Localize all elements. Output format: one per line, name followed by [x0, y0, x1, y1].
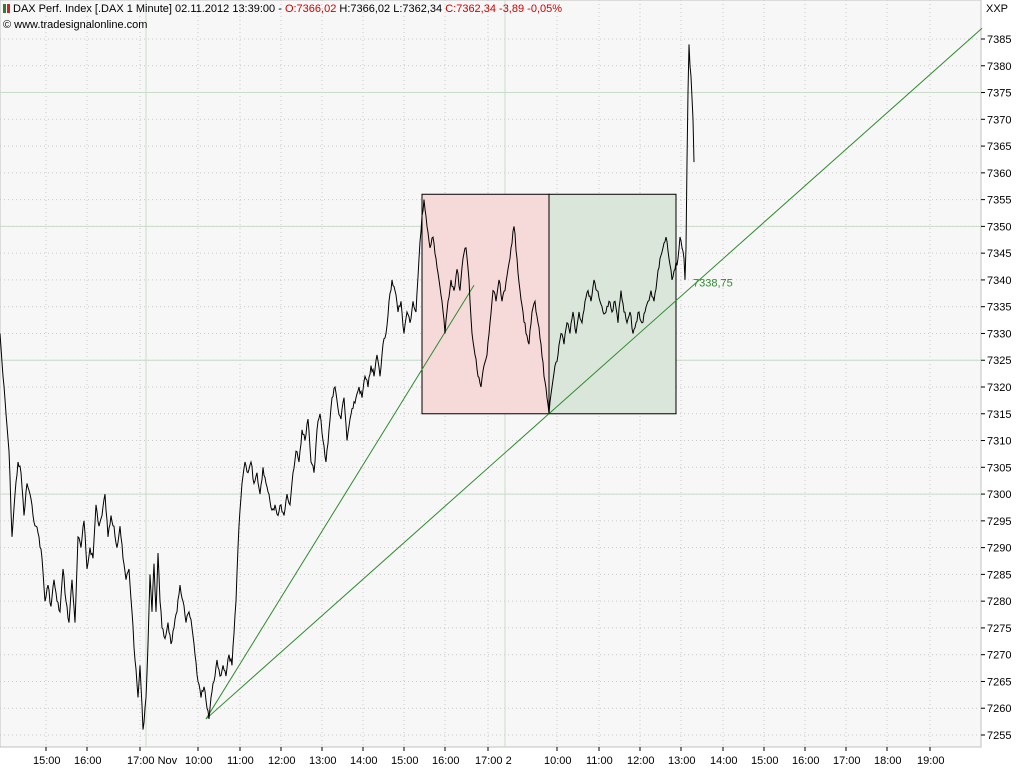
- y-tick-label-9: 7300: [987, 489, 1011, 501]
- x-tick-label-20: 19:00: [917, 755, 945, 767]
- x-tick-label-14: 13:00: [668, 755, 696, 767]
- y-tick-label-3: 7270: [987, 650, 1011, 662]
- y-axis: 7255 7260 7265 7270 7275 7280 7285 7290 7295 7300…: [981, 34, 1011, 742]
- y-tick-label-2: 7265: [987, 676, 1011, 688]
- x-tick-label-5: 12:00: [268, 755, 296, 767]
- x-axis: 15:00 16:00 17:00 Nov 10:00 11:00 12:00 13:00 1…: [33, 747, 945, 767]
- candle-icon: [3, 4, 10, 13]
- y-tick-label-16: 7335: [987, 302, 1011, 314]
- y-tick-label-19: 7350: [987, 221, 1011, 233]
- x-tick-label-8: 15:00: [391, 755, 419, 767]
- x-tick-label-4: 11:00: [227, 755, 254, 767]
- x-tick-label-7: 14:00: [350, 755, 378, 767]
- y-tick-label-22: 7365: [987, 141, 1011, 153]
- high-value: H:7366,02: [339, 3, 391, 15]
- annotation-labels: 7338,75: [693, 277, 733, 289]
- y-tick-label-5: 7280: [987, 596, 1011, 608]
- annotation-box-1: [548, 193, 677, 415]
- x-tick-label-16: 15:00: [751, 755, 779, 767]
- x-tick-label-12: 11:00: [586, 755, 613, 767]
- grid-dotted-vertical: [45, 0, 931, 747]
- y-tick-label-25: 7380: [987, 61, 1011, 73]
- x-tick-label-3: 10:00: [185, 755, 213, 767]
- copyright-notice: © www.tradesignalonline.com: [3, 19, 148, 31]
- x-tick-label-19: 18:00: [874, 755, 902, 767]
- y-tick-label-12: 7315: [987, 409, 1011, 421]
- x-tick-label-2: 17:00 Nov: [127, 755, 178, 767]
- y-tick-label-4: 7275: [987, 623, 1011, 635]
- x-tick-label-9: 16:00: [432, 755, 460, 767]
- low-value: L:7362,34: [393, 3, 443, 15]
- y-tick-label-1: 7260: [987, 703, 1011, 715]
- trendline-2: [205, 285, 475, 720]
- y-tick-label-0: 7255: [987, 730, 1011, 742]
- x-tick-label-18: 17:00: [833, 755, 861, 767]
- y-tick-label-13: 7320: [987, 382, 1011, 394]
- y-tick-label-8: 7295: [987, 516, 1011, 528]
- x-tick-label-15: 14:00: [710, 755, 738, 767]
- open-value: O:7366,02: [284, 3, 337, 15]
- y-tick-label-15: 7330: [987, 328, 1011, 340]
- trendlines: [205, 27, 983, 720]
- y-tick-label-10: 7305: [987, 462, 1011, 474]
- y-tick-label-18: 7345: [987, 248, 1011, 260]
- y-tick-label-23: 7370: [987, 114, 1011, 126]
- instrument-name: DAX Perf. Index [.DAX 1 Minute]: [13, 3, 172, 15]
- close-value: C:7362,34: [445, 3, 496, 15]
- trendline-3: [205, 27, 983, 720]
- y-tick-label-21: 7360: [987, 168, 1011, 180]
- y-tick-label-17: 7340: [987, 275, 1011, 287]
- price-series-line[interactable]: [0, 44, 695, 730]
- y-tick-label-7: 7290: [987, 543, 1011, 555]
- y-tick-label-6: 7285: [987, 569, 1011, 581]
- chart-header-ohlc: DAX Perf. Index [.DAX 1 Minute] 02.11.20…: [3, 3, 562, 16]
- x-tick-label-0: 15:00: [33, 755, 61, 767]
- x-tick-label-1: 16:00: [74, 755, 102, 767]
- symbol-label: XXP: [986, 3, 1009, 15]
- x-tick-label-17: 16:00: [792, 755, 820, 767]
- trendline-value-label: 7338,75: [693, 277, 733, 289]
- x-tick-label-11: 10:00: [544, 755, 572, 767]
- annotation-box-0: [421, 193, 550, 415]
- x-tick-label-6: 13:00: [309, 755, 337, 767]
- y-tick-label-26: 7385: [987, 34, 1011, 46]
- y-tick-label-20: 7355: [987, 195, 1011, 207]
- y-tick-label-11: 7310: [987, 436, 1011, 448]
- header-datetime: 02.11.2012 13:39:00: [175, 3, 276, 15]
- y-tick-label-14: 7325: [987, 355, 1011, 367]
- change-value: -3,89: [499, 3, 525, 15]
- x-tick-label-13: 12:00: [627, 755, 655, 767]
- x-tick-label-10: 17:00 2: [475, 755, 512, 767]
- y-tick-label-24: 7375: [987, 88, 1011, 100]
- change-percent: -0,05%: [527, 3, 563, 15]
- annotation-boxes: [421, 193, 677, 415]
